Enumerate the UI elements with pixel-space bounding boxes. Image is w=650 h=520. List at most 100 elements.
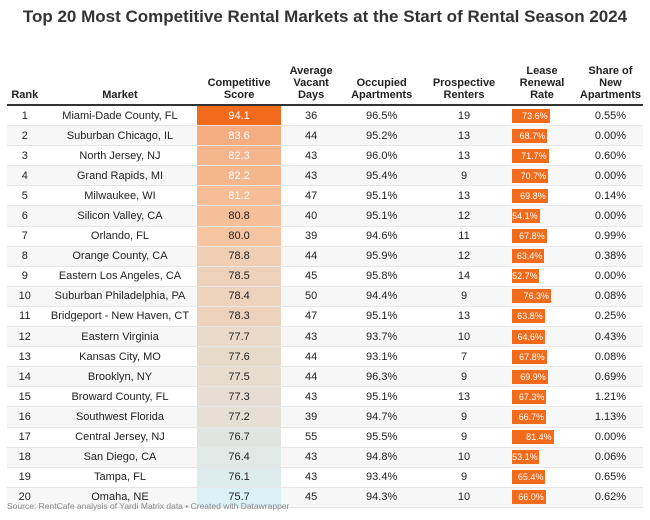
renewal-bar: 67.8% — [512, 229, 547, 244]
cell-rank: 18 — [7, 447, 43, 468]
cell-vacant-days: 45 — [280, 487, 342, 508]
cell-share-new: 0.00% — [577, 205, 643, 227]
cell-prospective: 19 — [421, 105, 507, 127]
col-header-vacant-days[interactable]: Average Vacant Days — [280, 60, 342, 106]
table-row: 12 Eastern Virginia 77.7 43 93.7% 10 64.6% 0.43… — [7, 326, 643, 348]
cell-occupied: 94.4% — [341, 286, 422, 307]
cell-vacant-days: 55 — [280, 427, 342, 448]
table-row: 6 Silicon Valley, CA 80.8 40 95.1% 12 54.1% 0.0… — [7, 205, 643, 227]
cell-renewal: 54.1% — [506, 205, 578, 227]
renewal-bar: 71.7% — [512, 148, 549, 163]
cell-rank: 6 — [7, 205, 43, 227]
cell-share-new: 0.00% — [577, 165, 643, 187]
col-header-prospective[interactable]: Prospective Renters — [421, 60, 507, 106]
cell-prospective: 9 — [421, 165, 507, 187]
cell-vacant-days: 43 — [280, 165, 342, 187]
renewal-bar: 67.8% — [512, 349, 547, 364]
cell-share-new: 0.00% — [577, 125, 643, 147]
cell-share-new: 0.38% — [577, 246, 643, 267]
cell-prospective: 10 — [421, 487, 507, 508]
cell-market: Omaha, NE — [42, 487, 198, 508]
col-header-market[interactable]: Market — [42, 60, 198, 106]
cell-renewal: 52.7% — [506, 266, 578, 287]
cell-score: 82.2 — [197, 165, 281, 187]
cell-rank: 19 — [7, 467, 43, 488]
cell-rank: 10 — [7, 286, 43, 307]
source-note: Source: RentCafe analysis of Yardi Matri… — [7, 501, 290, 511]
cell-occupied: 93.1% — [341, 346, 422, 368]
cell-share-new: 1.21% — [577, 386, 643, 408]
cell-vacant-days: 43 — [280, 145, 342, 167]
cell-renewal: 67.3% — [506, 386, 578, 408]
col-header-score[interactable]: Competitive Score — [197, 60, 281, 106]
cell-prospective: 13 — [421, 145, 507, 167]
col-header-occupied[interactable]: Occupied Apartments — [341, 60, 422, 106]
cell-occupied: 95.1% — [341, 306, 422, 328]
cell-vacant-days: 43 — [280, 386, 342, 408]
cell-rank: 11 — [7, 306, 43, 328]
cell-market: Orange County, CA — [42, 246, 198, 267]
renewal-bar: 54.1% — [512, 209, 540, 224]
cell-prospective: 9 — [421, 427, 507, 448]
renewal-bar: 52.7% — [512, 269, 539, 284]
cell-share-new: 0.43% — [577, 326, 643, 348]
cell-prospective: 9 — [421, 366, 507, 388]
cell-market: Miami-Dade County, FL — [42, 105, 198, 127]
header-row: Rank Market Competitive Score Average Va… — [7, 60, 643, 106]
cell-occupied: 94.8% — [341, 447, 422, 468]
cell-share-new: 0.69% — [577, 366, 643, 388]
data-table: Rank Market Competitive Score Average Va… — [7, 60, 643, 508]
cell-share-new: 0.62% — [577, 487, 643, 508]
cell-market: Bridgeport - New Haven, CT — [42, 306, 198, 328]
cell-prospective: 9 — [421, 406, 507, 428]
renewal-bar: 69.9% — [512, 369, 548, 384]
cell-vacant-days: 47 — [280, 306, 342, 328]
cell-market: San Diego, CA — [42, 447, 198, 468]
col-header-renewal[interactable]: Lease Renewal Rate — [506, 60, 578, 106]
cell-occupied: 95.5% — [341, 427, 422, 448]
cell-prospective: 12 — [421, 246, 507, 267]
cell-prospective: 10 — [421, 447, 507, 468]
col-header-rank[interactable]: Rank — [7, 60, 43, 106]
cell-occupied: 95.4% — [341, 165, 422, 187]
cell-score: 76.1 — [197, 467, 281, 488]
table-row: 15 Broward County, FL 77.3 43 95.1% 13 67.3% 1.… — [7, 386, 643, 408]
cell-score: 77.3 — [197, 386, 281, 408]
cell-market: Suburban Chicago, IL — [42, 125, 198, 147]
cell-occupied: 93.7% — [341, 326, 422, 348]
cell-renewal: 66.0% — [506, 487, 578, 508]
renewal-bar: 73.6% — [512, 108, 550, 123]
cell-share-new: 0.60% — [577, 145, 643, 167]
cell-occupied: 96.0% — [341, 145, 422, 167]
cell-score: 77.6 — [197, 346, 281, 368]
cell-market: Kansas City, MO — [42, 346, 198, 368]
cell-score: 82.3 — [197, 145, 281, 167]
cell-score: 78.3 — [197, 306, 281, 328]
cell-vacant-days: 39 — [280, 406, 342, 428]
cell-prospective: 11 — [421, 226, 507, 247]
cell-renewal: 70.7% — [506, 165, 578, 187]
cell-renewal: 69.8% — [506, 185, 578, 207]
cell-rank: 16 — [7, 406, 43, 428]
renewal-bar: 53.1% — [512, 450, 540, 465]
cell-vacant-days: 47 — [280, 185, 342, 207]
cell-market: Grand Rapids, MI — [42, 165, 198, 187]
cell-prospective: 13 — [421, 306, 507, 328]
cell-share-new: 0.25% — [577, 306, 643, 328]
cell-score: 78.8 — [197, 246, 281, 267]
cell-vacant-days: 40 — [280, 205, 342, 227]
cell-prospective: 12 — [421, 205, 507, 227]
cell-share-new: 0.99% — [577, 226, 643, 247]
cell-renewal: 63.8% — [506, 306, 578, 328]
cell-renewal: 63.4% — [506, 246, 578, 267]
col-header-share-new[interactable]: Share of New Apartments — [577, 60, 643, 106]
cell-market: Milwaukee, WI — [42, 185, 198, 207]
table-row: 13 Kansas City, MO 77.6 44 93.1% 7 67.8% 0.08% — [7, 346, 643, 368]
cell-score: 76.7 — [197, 427, 281, 448]
cell-renewal: 71.7% — [506, 145, 578, 167]
renewal-bar: 66.7% — [512, 409, 547, 424]
renewal-bar: 81.4% — [512, 430, 554, 445]
cell-market: Central Jersey, NJ — [42, 427, 198, 448]
cell-vacant-days: 43 — [280, 447, 342, 468]
